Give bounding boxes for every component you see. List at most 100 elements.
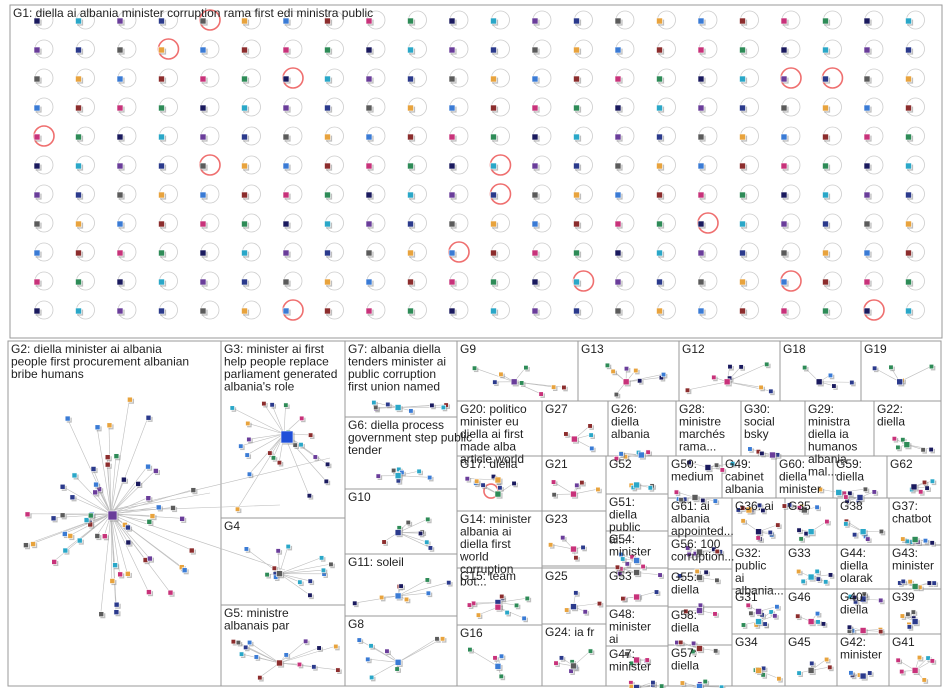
node xyxy=(624,651,630,657)
hub-node xyxy=(911,618,919,625)
node xyxy=(656,133,663,141)
node xyxy=(167,589,174,596)
node xyxy=(803,531,809,537)
node xyxy=(781,503,787,509)
node xyxy=(560,535,566,541)
node xyxy=(33,307,41,315)
edge xyxy=(66,417,112,515)
node xyxy=(407,307,414,315)
node xyxy=(245,420,251,427)
node xyxy=(261,401,267,407)
node xyxy=(448,133,456,141)
group-label-g61: G61: ai albania appointed... xyxy=(671,499,734,538)
node xyxy=(190,487,197,493)
node xyxy=(628,683,634,688)
node xyxy=(656,17,663,25)
node xyxy=(774,604,780,610)
node xyxy=(755,535,761,541)
hub-node xyxy=(394,472,402,479)
node xyxy=(921,677,927,683)
node xyxy=(234,506,241,512)
node xyxy=(700,497,706,503)
node xyxy=(71,472,78,479)
node xyxy=(780,104,788,112)
edge xyxy=(397,532,431,548)
node xyxy=(614,104,622,112)
group-label-g30: G30: social bsky xyxy=(744,402,775,441)
node xyxy=(910,609,916,615)
node xyxy=(730,461,736,467)
node xyxy=(282,220,290,228)
node xyxy=(772,613,778,619)
graph-nodes xyxy=(23,17,939,688)
node xyxy=(748,610,754,616)
node xyxy=(466,602,473,608)
edge xyxy=(397,638,443,663)
node xyxy=(448,17,456,25)
hub-node xyxy=(394,529,402,536)
node xyxy=(440,404,446,410)
node xyxy=(87,512,94,519)
node xyxy=(822,46,829,54)
node xyxy=(867,670,873,676)
node xyxy=(282,104,290,112)
node xyxy=(780,17,788,25)
node xyxy=(702,679,708,685)
node xyxy=(905,611,911,617)
cross-group-edge xyxy=(107,504,281,512)
node xyxy=(158,104,165,112)
node xyxy=(714,462,720,468)
node xyxy=(416,468,422,474)
node xyxy=(739,75,746,83)
node xyxy=(264,572,270,578)
hub-node xyxy=(276,659,283,667)
edge xyxy=(397,579,428,597)
hub-node xyxy=(696,574,703,581)
node xyxy=(561,384,567,391)
edge xyxy=(263,403,285,435)
node xyxy=(656,46,663,54)
node xyxy=(448,46,456,54)
node xyxy=(498,371,504,377)
node xyxy=(448,249,456,257)
hub-node xyxy=(494,603,502,611)
hub-node xyxy=(494,476,502,484)
group-label-g20: G20: politico minister eu diella ai first m… xyxy=(460,402,527,466)
node xyxy=(656,104,663,112)
node xyxy=(51,559,58,565)
node xyxy=(697,104,705,112)
node xyxy=(739,104,746,112)
node xyxy=(831,383,837,389)
node xyxy=(83,517,90,523)
node xyxy=(817,486,823,493)
node xyxy=(365,17,373,25)
node xyxy=(524,595,530,602)
node xyxy=(116,46,124,54)
node xyxy=(685,545,691,551)
hub-node xyxy=(704,464,712,471)
node xyxy=(30,541,36,547)
node xyxy=(798,536,804,542)
node xyxy=(653,589,660,595)
node xyxy=(158,133,165,141)
node xyxy=(849,379,855,386)
node xyxy=(820,621,827,627)
node xyxy=(905,191,912,199)
edge xyxy=(240,433,285,447)
edge xyxy=(110,513,182,519)
node xyxy=(147,555,153,562)
node xyxy=(116,307,124,315)
group-label-g37: G37: chatbot xyxy=(892,499,932,526)
node xyxy=(269,402,275,408)
node xyxy=(809,660,815,666)
hub-node xyxy=(622,378,630,386)
hub-node xyxy=(633,481,640,489)
node xyxy=(379,594,385,601)
node xyxy=(614,564,621,570)
node xyxy=(521,615,527,621)
edge xyxy=(110,513,128,574)
hub-node xyxy=(637,451,645,459)
node xyxy=(657,572,663,578)
node xyxy=(863,104,871,112)
node xyxy=(241,307,248,315)
